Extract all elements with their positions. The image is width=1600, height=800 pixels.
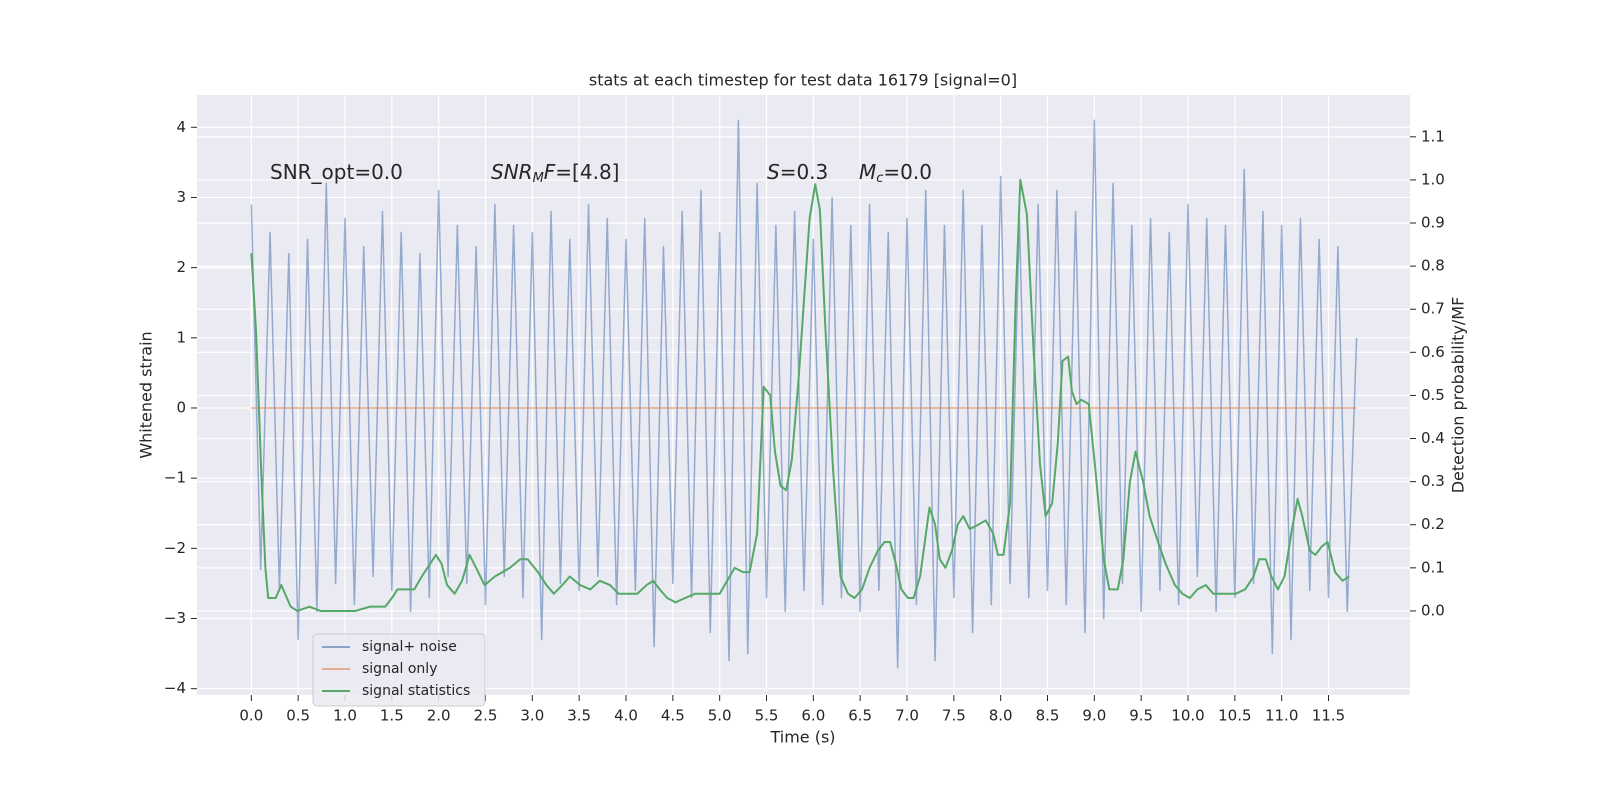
y2-tick-label: 0.9: [1421, 214, 1445, 232]
y2-tick-label: 0.6: [1421, 343, 1445, 361]
annotation-part: SNR_opt=0.0: [270, 160, 403, 184]
annotation-part: F: [544, 160, 556, 184]
legend-label: signal only: [362, 661, 437, 677]
x-tick-label: 11.5: [1312, 707, 1345, 725]
x-tick-label: 1.0: [333, 707, 357, 725]
annotation-part: =[4.8]: [555, 160, 619, 184]
legend-label: signal statistics: [362, 683, 470, 699]
annotation: SNRMF=[4.8]: [491, 160, 619, 186]
x-tick-label: 11.0: [1265, 707, 1298, 725]
y2-tick-label: 0.1: [1421, 558, 1445, 576]
y2-axis-label: Detection probability/MF: [1449, 297, 1468, 494]
x-tick-label: 10.0: [1171, 707, 1204, 725]
y2-tick-label: 0.7: [1421, 300, 1445, 318]
legend-label: signal+ noise: [362, 639, 457, 655]
x-tick-label: 0.5: [286, 707, 310, 725]
x-tick-label: 3.5: [567, 707, 591, 725]
x-axis-label: Time (s): [769, 728, 835, 747]
y2-tick-label: 0.4: [1421, 429, 1445, 447]
annotation: Mc=0.0: [859, 160, 932, 186]
y-tick-label: 3: [176, 188, 186, 206]
annotation: S=0.3: [767, 160, 828, 184]
legend-box: [312, 633, 486, 707]
x-tick-label: 2.5: [474, 707, 498, 725]
series-line: [250, 178, 1350, 612]
y-tick-label: −2: [164, 539, 186, 557]
y2-tick-label: 0.0: [1421, 601, 1445, 619]
y2-tick-label: 1.1: [1421, 127, 1445, 145]
x-tick-label: 2.0: [427, 707, 451, 725]
annotation: SNR_opt=0.0: [270, 160, 403, 184]
overlay: −4 −3 −2 −1 0 1 2 3 4 0.0 0.1 0.2 0.3 0.4 0.5 0.6 0.7 0.8…: [164, 118, 1445, 725]
x-tick-label: 6.0: [801, 707, 825, 725]
x-tick-label: 4.5: [661, 707, 685, 725]
annotation-part: c: [876, 171, 883, 186]
legend: signal+ noise signal only signal statistic…: [312, 633, 486, 707]
x-tick-label: 10.5: [1218, 707, 1251, 725]
x-tick-label: 6.5: [848, 707, 872, 725]
annotation-part: SNR: [491, 160, 533, 184]
x-tick-label: 7.5: [942, 707, 966, 725]
annotation-part: M: [533, 171, 544, 186]
annotation-part: M: [859, 160, 876, 184]
x-tick-label: 8.5: [1036, 707, 1060, 725]
x-tick-label: 4.0: [614, 707, 638, 725]
y2-tick-label: 0.5: [1421, 386, 1445, 404]
y-tick-label: 0: [176, 398, 186, 416]
chart-title: stats at each timestep for test data 161…: [589, 71, 1017, 90]
x-tick-label: 8.0: [989, 707, 1013, 725]
y-tick-label: 4: [176, 118, 186, 136]
y-axis-label: Whitened strain: [137, 331, 156, 458]
x-tick-label: 9.0: [1082, 707, 1106, 725]
y-tick-label: 1: [176, 328, 186, 346]
y-tick-label: −1: [164, 469, 186, 487]
x-tick-label: 7.0: [895, 707, 919, 725]
y2-tick-label: 0.8: [1421, 257, 1445, 275]
series-line: [250, 119, 1358, 669]
y-tick-label: −3: [164, 609, 186, 627]
y2-tick-label: 0.2: [1421, 515, 1445, 533]
x-tick-label: 0.0: [239, 707, 263, 725]
x-tick-label: 3.0: [520, 707, 544, 725]
y2-tick-label: 0.3: [1421, 472, 1445, 490]
x-tick-label: 9.5: [1129, 707, 1153, 725]
annotation-part: =0.3: [780, 160, 829, 184]
annotation-part: =0.0: [883, 160, 932, 184]
x-tick-label: 5.5: [755, 707, 779, 725]
marks: [250, 119, 1358, 669]
x-tick-label: 5.0: [708, 707, 732, 725]
y-tick-label: −4: [164, 679, 186, 697]
y2-tick-label: 1.0: [1421, 170, 1445, 188]
x-tick-label: 1.5: [380, 707, 404, 725]
y-tick-label: 2: [176, 258, 186, 276]
annotation-part: S: [767, 160, 780, 184]
